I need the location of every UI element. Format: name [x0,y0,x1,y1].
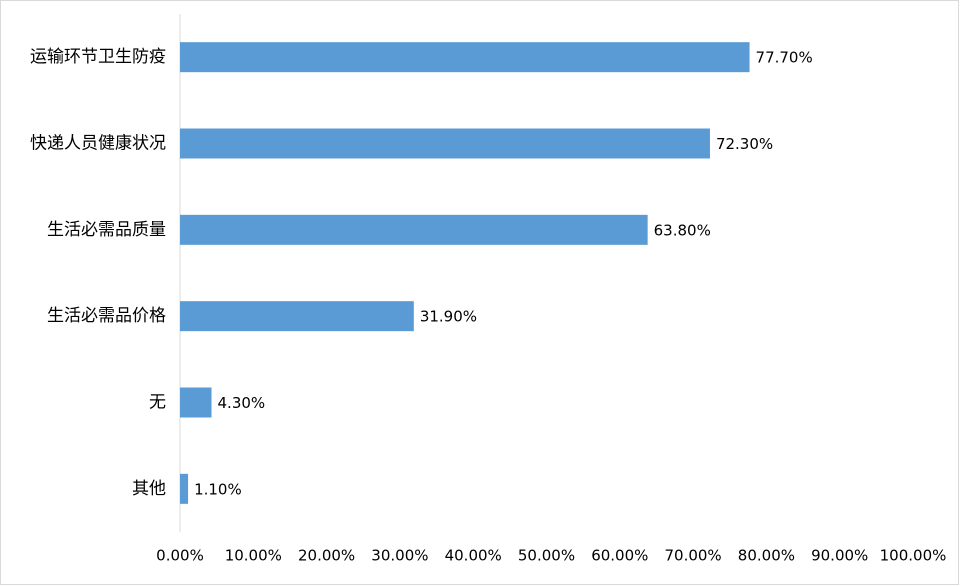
x-tick-label: 90.00% [811,547,868,565]
x-tick-label: 40.00% [445,547,502,565]
bar [180,301,414,332]
bar [180,473,189,504]
bar [180,42,750,73]
value-label: 77.70% [756,49,813,67]
x-tick-label: 30.00% [371,547,428,565]
bar [180,387,212,418]
bar [180,214,648,245]
value-label: 31.90% [420,308,477,326]
y-tick-label: 其他 [132,479,166,499]
x-tick-label: 100.00% [880,547,947,565]
value-label: 72.30% [716,135,773,153]
y-tick-label: 无 [149,393,166,413]
y-tick-label: 生活必需品价格 [47,306,166,326]
x-tick-label: 20.00% [298,547,355,565]
value-label: 4.30% [218,394,266,412]
y-tick-label: 运输环节卫生防疫 [30,47,166,67]
y-tick-label: 生活必需品质量 [47,220,166,240]
bar [180,128,710,159]
value-label: 1.10% [194,480,242,498]
x-tick-label: 60.00% [591,547,648,565]
y-tick-label: 快递人员健康状况 [30,134,166,154]
x-tick-label: 0.00% [156,547,204,565]
x-tick-label: 50.00% [518,547,575,565]
value-label: 63.80% [654,221,711,239]
x-tick-label: 80.00% [738,547,795,565]
x-tick-label: 10.00% [225,547,282,565]
x-tick-label: 70.00% [664,547,721,565]
